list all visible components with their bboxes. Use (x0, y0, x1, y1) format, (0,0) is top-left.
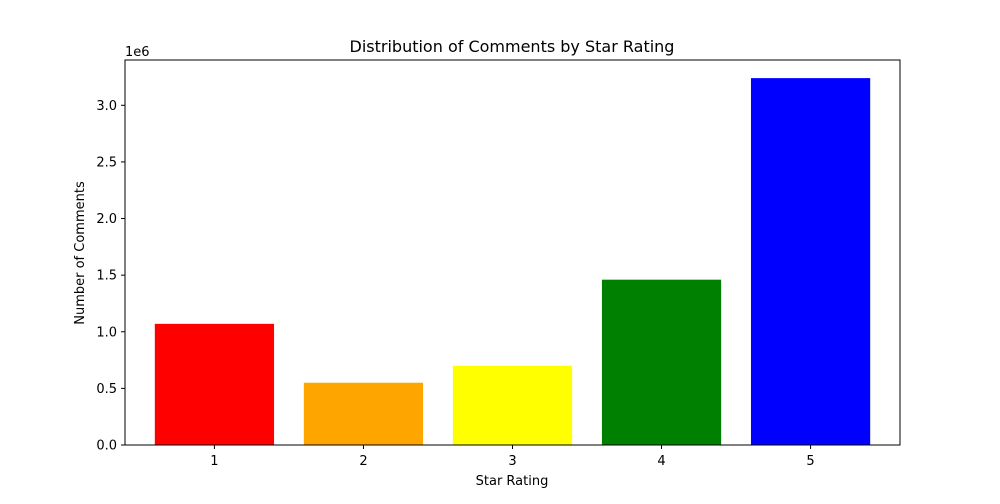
bar-rating-3 (452, 365, 573, 445)
x-tick-label: 2 (359, 454, 367, 469)
y-axis-label: Number of Comments (73, 181, 88, 325)
chart-title: Distribution of Comments by Star Rating (350, 37, 675, 56)
x-axis-label: Star Rating (476, 474, 549, 489)
bar-rating-4 (601, 279, 722, 445)
bars-group (154, 78, 871, 445)
y-tick-label: 0.0 (96, 439, 117, 454)
y-tick-label: 0.5 (96, 382, 117, 397)
bar-rating-5 (750, 78, 871, 445)
bar-rating-2 (303, 382, 424, 445)
y-axis-offset-label: 1e6 (125, 45, 150, 60)
y-tick-label: 3.0 (96, 99, 117, 114)
x-tick-label: 5 (806, 454, 814, 469)
x-tick-label: 4 (657, 454, 665, 469)
y-tick-label: 2.0 (96, 212, 117, 227)
y-tick-label: 2.5 (96, 155, 117, 170)
plot-area-frame (124, 59, 901, 446)
x-tick-label: 1 (210, 454, 218, 469)
x-axis-ticks: 1 2 3 4 5 (210, 445, 815, 469)
x-tick-label: 3 (508, 454, 516, 469)
y-tick-label: 1.0 (96, 325, 117, 340)
y-axis-ticks: 0.0 0.5 1.0 1.5 2.0 2.5 3.0 (96, 99, 125, 454)
y-tick-label: 1.5 (96, 269, 117, 284)
bar-rating-1 (154, 323, 275, 445)
